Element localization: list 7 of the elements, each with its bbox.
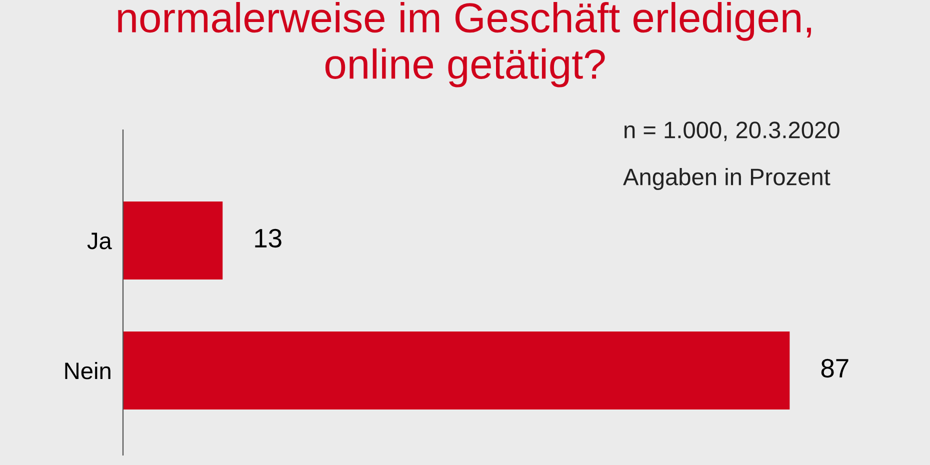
annotation: Angaben in Prozent [623,168,830,190]
chart-title: normalerweise im Geschäft erledigen, online getätigt? [118,2,811,88]
data-label: 87 [821,358,848,378]
annotation: n = 1.000, 20.3.2020 [624,122,840,142]
y-tick-label: Ja [87,232,112,250]
y-tick-label: Nein [65,362,110,380]
data-label: 13 [255,228,282,248]
